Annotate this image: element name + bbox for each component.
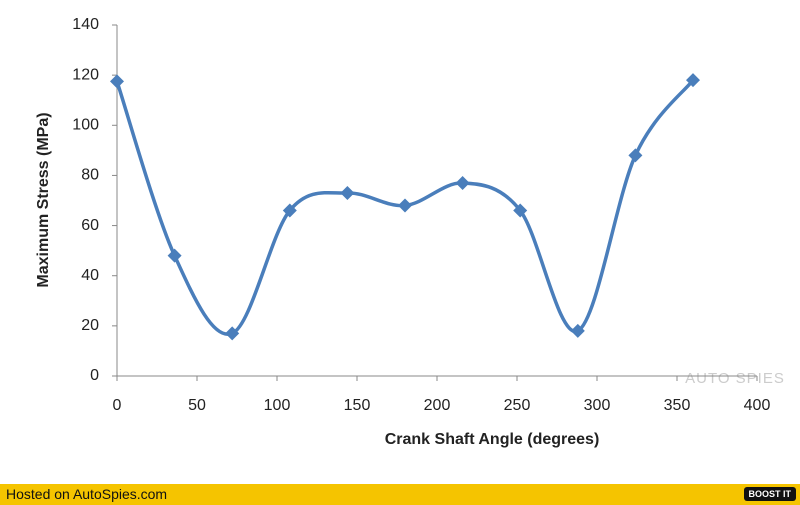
y-tick-label: 80 — [81, 167, 99, 184]
x-tick-label: 400 — [744, 397, 771, 414]
marker — [513, 203, 528, 218]
marker — [398, 198, 412, 213]
y-tick-label: 140 — [72, 16, 99, 33]
x-tick-label: 100 — [264, 397, 291, 414]
x-tick-label: 350 — [664, 397, 691, 414]
y-tick-label: 100 — [72, 117, 99, 134]
marker — [110, 74, 124, 89]
marker — [570, 323, 585, 338]
x-tick-label: 250 — [504, 397, 531, 414]
y-tick-label: 0 — [90, 367, 99, 384]
boost-button[interactable]: BOOST IT — [743, 487, 796, 501]
marker — [340, 185, 355, 200]
x-tick-label: 0 — [113, 397, 122, 414]
x-tick-label: 150 — [344, 397, 371, 414]
y-axis-title: Maximum Stress (MPa) — [35, 112, 52, 287]
marker — [455, 175, 470, 190]
watermark: AUTO SPIES — [685, 370, 785, 387]
x-axis-title: Crank Shaft Angle (degrees) — [385, 431, 600, 448]
marker — [225, 326, 240, 341]
chart: AUTO SPIES Crank Shaft Angle (degrees) M… — [35, 16, 785, 448]
x-tick-label: 200 — [424, 397, 451, 414]
footer: Hosted on AutoSpies.com BOOST IT — [0, 484, 800, 505]
x-tick-label: 300 — [584, 397, 611, 414]
marker — [628, 148, 643, 163]
y-tick-label: 40 — [81, 267, 99, 284]
marker — [282, 203, 297, 218]
y-tick-label: 20 — [81, 317, 99, 334]
y-tick-label: 120 — [72, 66, 99, 83]
marker — [686, 73, 700, 88]
x-tick-label: 50 — [188, 397, 206, 414]
y-tick-label: 60 — [81, 217, 99, 234]
footer-text[interactable]: Hosted on AutoSpies.com — [6, 486, 168, 502]
marker — [167, 248, 182, 263]
